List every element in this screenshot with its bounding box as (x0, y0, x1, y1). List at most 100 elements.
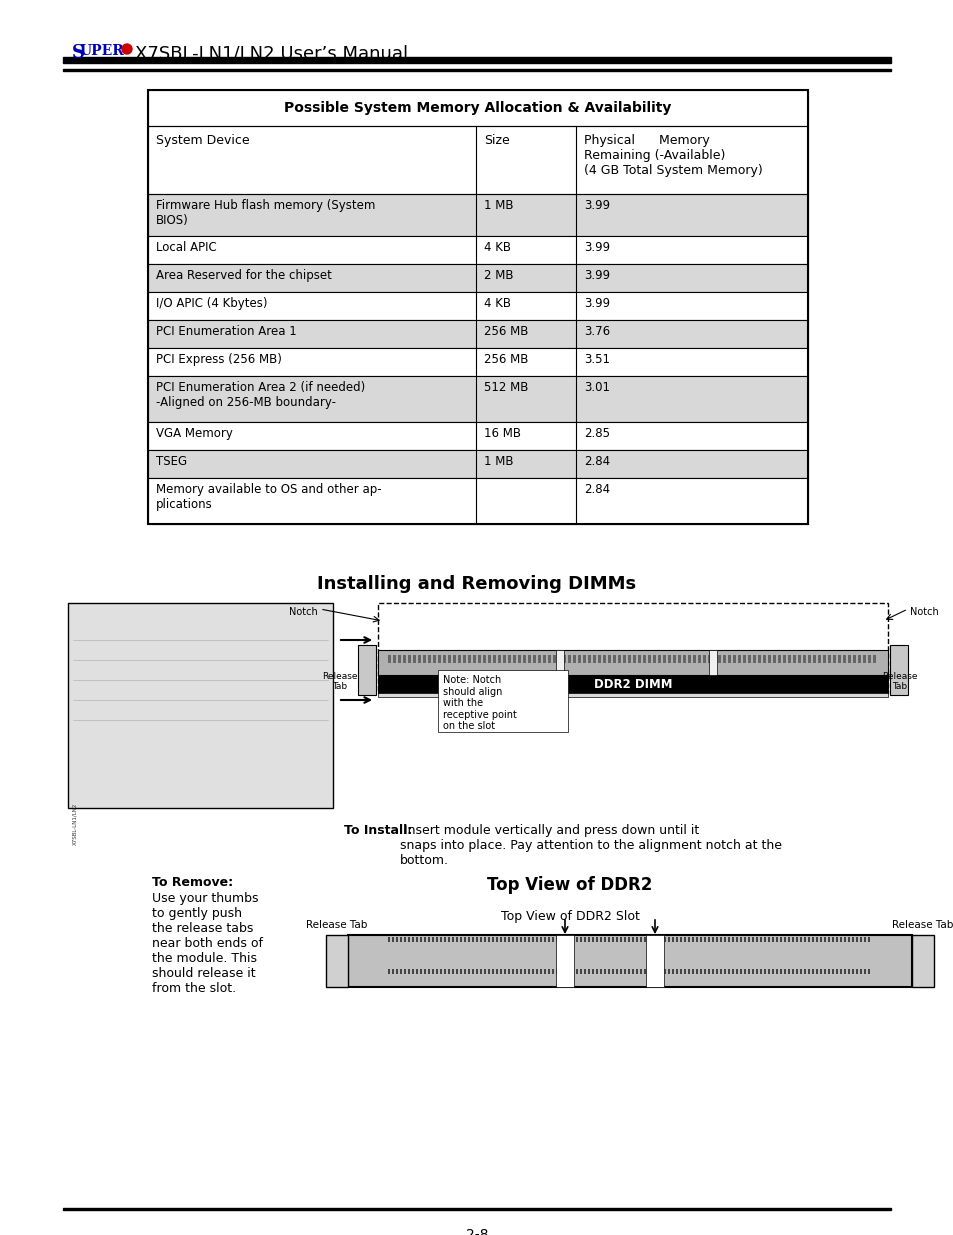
Text: 2.84: 2.84 (583, 483, 610, 496)
Bar (775, 937, 778, 942)
Text: To Install:: To Install: (344, 824, 412, 837)
Bar (812, 655, 815, 663)
Bar (792, 655, 795, 663)
Bar (587, 937, 589, 942)
Bar (696, 969, 698, 974)
Bar (497, 655, 500, 663)
Bar (493, 655, 496, 663)
Text: 2.84: 2.84 (583, 454, 610, 468)
Bar (613, 655, 616, 663)
Bar (527, 937, 530, 942)
Bar (747, 969, 749, 974)
Bar (807, 655, 810, 663)
Bar (392, 969, 394, 974)
Bar (479, 969, 481, 974)
Bar (631, 969, 634, 974)
Text: PCI Enumeration Area 2 (if needed)
-Aligned on 256-MB boundary-: PCI Enumeration Area 2 (if needed) -Alig… (156, 382, 365, 409)
Bar (731, 969, 733, 974)
Bar (453, 655, 456, 663)
Bar (592, 969, 594, 974)
Bar (831, 969, 833, 974)
Bar (583, 969, 585, 974)
Bar (452, 969, 454, 974)
Bar (859, 969, 862, 974)
Bar (800, 969, 801, 974)
Bar (419, 937, 421, 942)
Bar (663, 937, 665, 942)
Text: Top View of DDR2: Top View of DDR2 (487, 876, 652, 894)
Text: PCI Enumeration Area 1: PCI Enumeration Area 1 (156, 325, 296, 338)
Bar (596, 969, 598, 974)
Bar (703, 969, 705, 974)
Bar (468, 969, 470, 974)
Bar (867, 655, 870, 663)
Bar (422, 655, 426, 663)
Text: Release
Tab: Release Tab (882, 672, 917, 692)
Bar (432, 969, 434, 974)
Bar (731, 937, 733, 942)
Bar (815, 937, 817, 942)
Bar (558, 655, 560, 663)
Bar (683, 969, 685, 974)
Bar (712, 655, 716, 663)
Bar (855, 937, 857, 942)
Bar (663, 969, 665, 974)
Bar (532, 969, 534, 974)
Bar (148, 236, 807, 264)
Bar (700, 937, 701, 942)
Bar (576, 937, 578, 942)
Text: System Device: System Device (156, 135, 250, 147)
Bar (517, 655, 520, 663)
Bar (582, 655, 585, 663)
Bar (148, 422, 807, 450)
Bar (662, 655, 665, 663)
Text: Release Tab: Release Tab (306, 920, 367, 930)
Bar (755, 969, 758, 974)
Bar (735, 969, 738, 974)
Bar (787, 937, 789, 942)
Bar (855, 969, 857, 974)
Bar (452, 937, 454, 942)
Text: 16 MB: 16 MB (483, 427, 520, 440)
Bar (735, 937, 738, 942)
Bar (782, 655, 785, 663)
Bar (619, 969, 621, 974)
Bar (556, 650, 563, 676)
Bar (747, 937, 749, 942)
Bar (543, 969, 545, 974)
Bar (603, 937, 605, 942)
Bar (676, 969, 678, 974)
Bar (708, 650, 717, 676)
Bar (539, 969, 541, 974)
Bar (547, 655, 551, 663)
Bar (867, 969, 869, 974)
Text: 1 MB: 1 MB (483, 454, 513, 468)
Bar (579, 937, 581, 942)
Bar (522, 655, 525, 663)
Bar (457, 655, 460, 663)
Text: 512 MB: 512 MB (483, 382, 528, 394)
Bar (416, 969, 417, 974)
Bar (377, 650, 887, 697)
Bar (443, 937, 446, 942)
Bar (68, 603, 333, 808)
Bar (148, 478, 807, 524)
Bar (743, 969, 745, 974)
Bar (727, 937, 729, 942)
Bar (633, 655, 636, 663)
Bar (148, 90, 807, 126)
Bar (707, 969, 709, 974)
Bar (403, 969, 406, 974)
Bar (572, 969, 574, 974)
Bar (679, 969, 681, 974)
Bar (408, 655, 411, 663)
Bar (556, 937, 558, 942)
Text: I/O APIC (4 Kbytes): I/O APIC (4 Kbytes) (156, 296, 267, 310)
Bar (483, 937, 485, 942)
Bar (862, 655, 865, 663)
Bar (377, 650, 887, 676)
Bar (507, 969, 510, 974)
Bar (623, 969, 625, 974)
Bar (691, 937, 693, 942)
Bar (63, 1208, 890, 1210)
